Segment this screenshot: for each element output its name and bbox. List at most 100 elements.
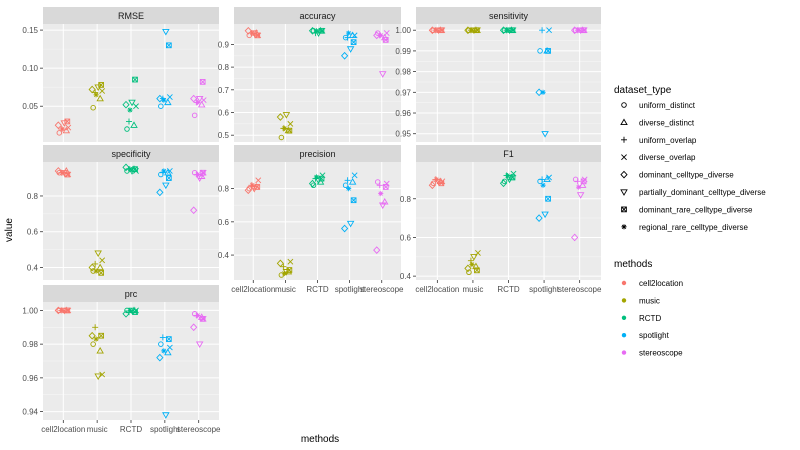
legend-label: spotlight: [639, 331, 670, 340]
data-point: [250, 30, 255, 35]
facet-strip-label: RMSE: [118, 11, 144, 21]
legend-label: diverse_distinct: [639, 118, 695, 127]
y-tick-label: 0.6: [218, 218, 230, 227]
panels-layer: RMSE 0.05 0.10 0.15 accuracy 0.5 0.6 0.7 0.8 0.9 s…: [22, 7, 602, 434]
x-tick-label: cell2location: [415, 285, 459, 294]
y-tick-label: 0.05: [22, 102, 38, 111]
data-point: [540, 183, 545, 188]
data-point: [434, 177, 439, 182]
x-tick-label: stereoscope: [177, 425, 221, 434]
y-tick-label: 0.98: [22, 340, 38, 349]
data-point: [250, 183, 255, 188]
y-tick-label: 0.6: [218, 109, 230, 118]
legend-label: uniform_distinct: [639, 101, 696, 110]
data-point: [127, 107, 132, 112]
panel-prc: prc 0.94 0.96 0.98 1.00 cell2location music RCT…: [22, 285, 221, 434]
panel-accuracy: accuracy 0.5 0.6 0.7 0.8 0.9: [218, 7, 401, 142]
y-tick-label: 0.4: [27, 263, 39, 272]
data-point: [346, 186, 351, 191]
legend-key-diamond: [621, 171, 627, 177]
legend-dataset-type: dataset_type uniform_distinct diverse_dis…: [614, 85, 766, 232]
y-tick-label: 0.96: [22, 374, 38, 383]
facet-strip-label: prc: [125, 289, 138, 299]
data-point: [314, 174, 319, 179]
panel-f1: F1 0.4 0.6 0.8 cell2location music RCTD spotlig…: [400, 145, 602, 294]
legend-key-plus: [621, 137, 627, 143]
legend-label: stereoscope: [639, 349, 683, 358]
x-axis-title: methods: [301, 434, 339, 445]
facet-strip-label: sensitivity: [489, 11, 529, 21]
data-point: [161, 348, 166, 353]
legend-key-triangle: [621, 119, 627, 124]
data-point: [94, 336, 99, 341]
y-tick-label: 1.00: [395, 26, 411, 35]
facet-strip-label: F1: [503, 149, 514, 159]
y-tick-label: 0.15: [22, 26, 38, 35]
y-tick-label: 0.98: [395, 68, 411, 77]
legend-label: dominant_celltype_diverse: [639, 171, 734, 180]
y-tick-label: 0.96: [395, 109, 411, 118]
y-tick-label: 0.4: [218, 251, 230, 260]
x-tick-label: RCTD: [120, 425, 142, 434]
legend-key-color: [622, 281, 626, 285]
y-tick-label: 0.95: [395, 130, 411, 139]
data-point: [127, 167, 132, 172]
legend-label: RCTD: [639, 314, 661, 323]
data-point: [94, 268, 99, 273]
legend-key-triangle-down: [621, 190, 627, 195]
y-tick-label: 0.5: [218, 131, 230, 140]
y-tick-label: 0.99: [395, 47, 411, 56]
y-tick-label: 0.8: [218, 63, 230, 72]
y-tick-label: 0.94: [22, 408, 38, 417]
data-point: [94, 92, 99, 97]
panel-rmse: RMSE 0.05 0.10 0.15: [22, 7, 219, 142]
x-tick-label: music: [462, 285, 483, 294]
legend-label: music: [639, 296, 660, 305]
x-tick-label: music: [87, 425, 108, 434]
data-point: [576, 185, 581, 190]
data-point: [127, 308, 132, 313]
legend-key-cross: [621, 155, 626, 160]
legend-dataset-type-title: dataset_type: [614, 85, 672, 96]
facet-strip-label: precision: [299, 149, 335, 159]
data-point: [576, 28, 581, 33]
legend-methods: methods cell2locationmusicRCTDspotlights…: [614, 259, 683, 358]
facet-strip-label: accuracy: [299, 11, 336, 21]
data-point: [282, 126, 287, 131]
data-point: [540, 90, 545, 95]
data-point: [505, 173, 510, 178]
y-tick-label: 0.7: [218, 86, 230, 95]
y-tick-label: 0.97: [395, 88, 411, 97]
data-point: [378, 191, 383, 196]
legend-key-color: [622, 298, 626, 302]
legend-key-color: [622, 316, 626, 320]
data-point: [282, 271, 287, 276]
data-point: [434, 28, 439, 33]
legend-key-square-cross: [622, 207, 627, 212]
legend-label: regional_rare_celltype_diverse: [639, 223, 749, 232]
data-point: [195, 172, 200, 177]
legend-key-circle: [622, 103, 627, 108]
y-tick-label: 0.10: [22, 64, 38, 73]
legend-key-color: [622, 350, 626, 354]
legend-methods-title: methods: [614, 259, 652, 270]
y-tick-label: 0.8: [400, 195, 412, 204]
panel-precision: precision0.40.60.8cell2location music RCTD…: [218, 145, 404, 294]
data-point: [161, 98, 166, 103]
legend-label: diverse_overlap: [639, 153, 696, 162]
panel-sensitivity: sensitivity 0.95 0.96 0.97 0.98 0.99 1.00: [395, 7, 601, 142]
data-point: [469, 28, 474, 33]
y-tick-label: 0.6: [400, 233, 412, 242]
panel-specificity: specificity 0.4 0.6 0.8: [27, 145, 219, 280]
data-point: [378, 33, 383, 38]
x-tick-label: cell2location: [41, 425, 85, 434]
data-point: [60, 308, 65, 313]
y-tick-label: 0.6: [27, 228, 39, 237]
y-tick-label: 1.00: [22, 306, 38, 315]
data-point: [60, 126, 65, 131]
data-point: [314, 28, 319, 33]
y-tick-label: 0.9: [218, 40, 230, 49]
x-tick-label: cell2location: [231, 285, 275, 294]
data-point: [469, 262, 474, 267]
